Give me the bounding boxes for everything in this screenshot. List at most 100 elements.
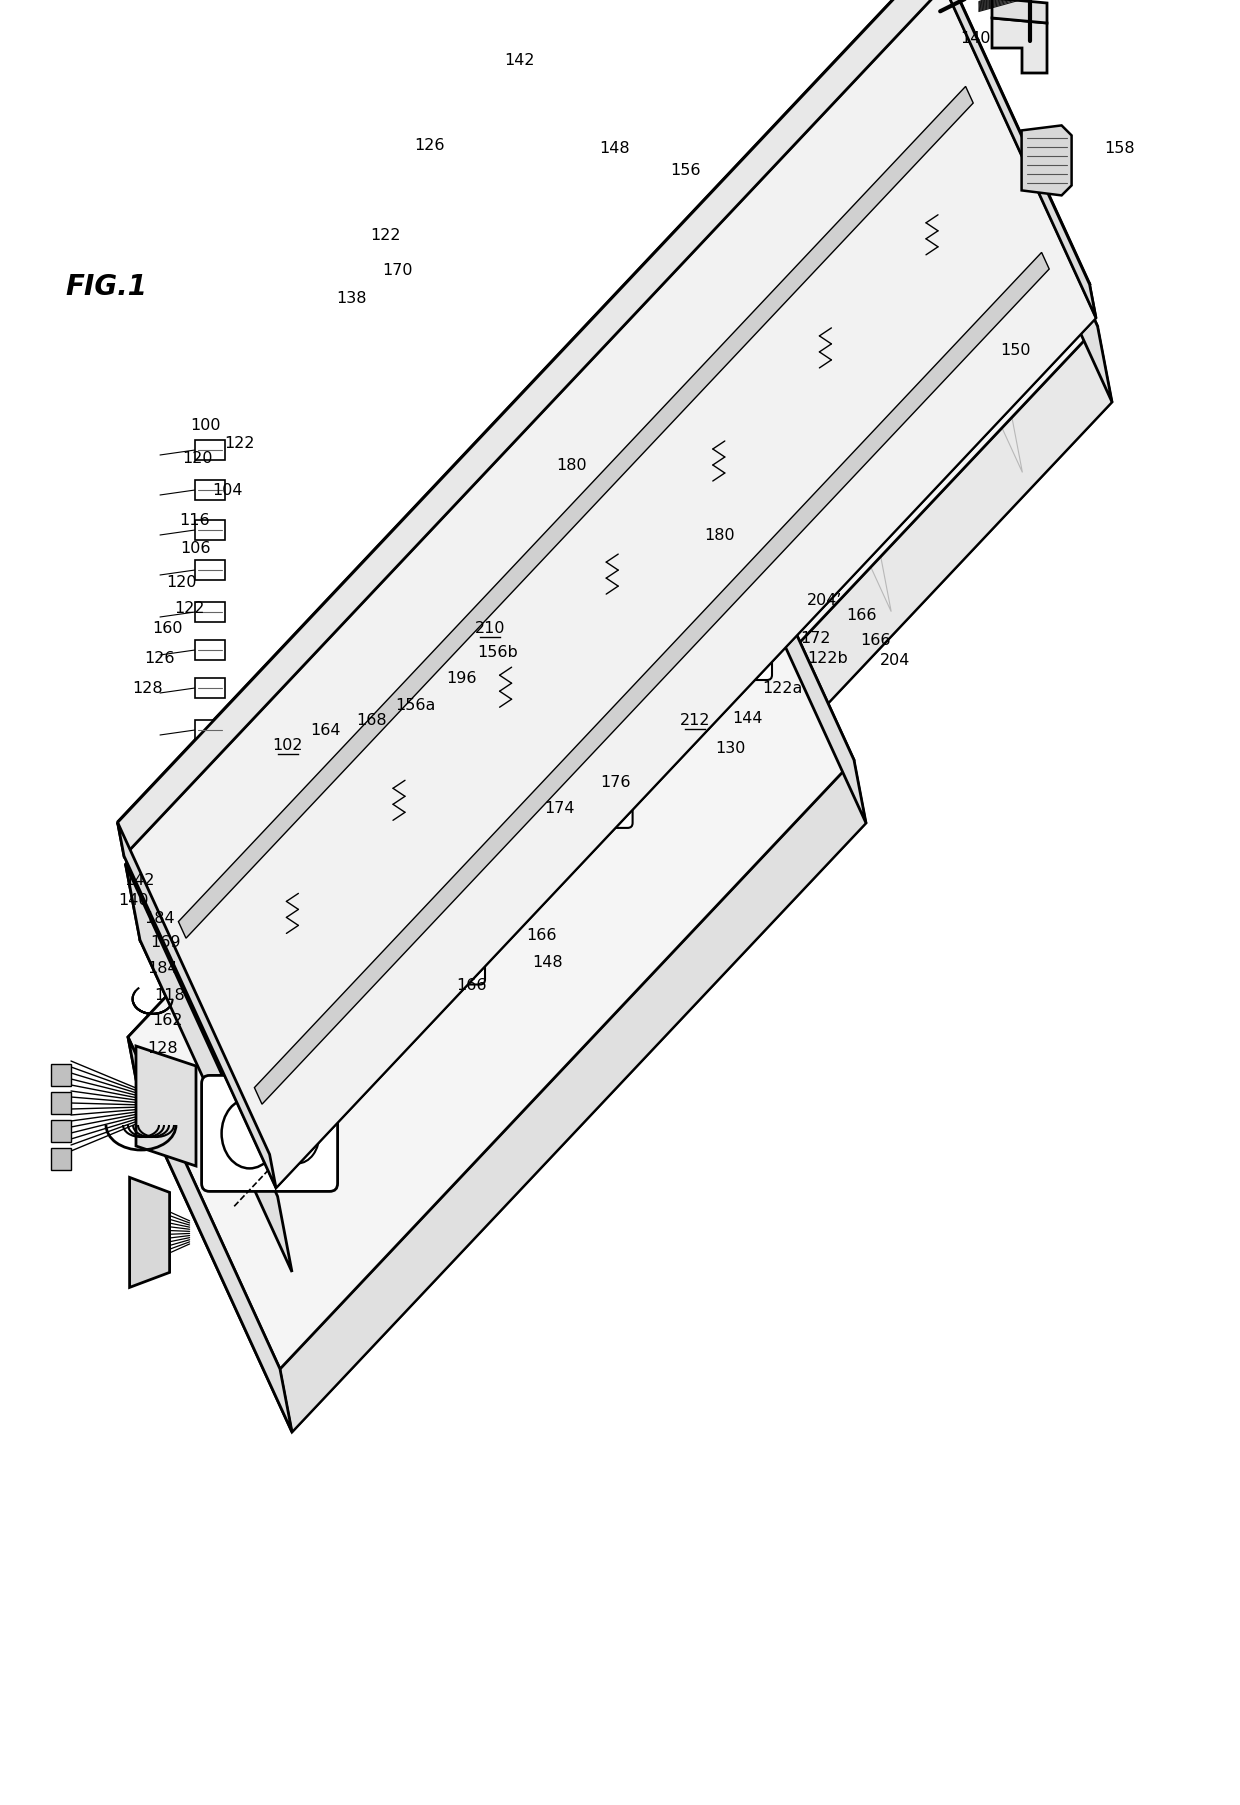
FancyBboxPatch shape — [723, 491, 791, 572]
FancyBboxPatch shape — [371, 865, 439, 948]
Text: 204’: 204’ — [807, 592, 843, 608]
Polygon shape — [593, 393, 744, 769]
Text: 174: 174 — [544, 800, 575, 816]
Polygon shape — [298, 708, 449, 1081]
Polygon shape — [278, 327, 1112, 1273]
FancyBboxPatch shape — [305, 935, 373, 1016]
FancyBboxPatch shape — [702, 596, 773, 680]
Text: 120: 120 — [166, 574, 197, 590]
FancyBboxPatch shape — [430, 711, 498, 792]
Polygon shape — [118, 0, 944, 856]
Text: 140: 140 — [960, 31, 991, 45]
Ellipse shape — [325, 958, 353, 993]
Ellipse shape — [301, 1125, 314, 1132]
Text: 164: 164 — [310, 722, 340, 738]
Text: 106: 106 — [180, 540, 211, 556]
Polygon shape — [128, 1038, 291, 1431]
Text: 184: 184 — [145, 910, 175, 926]
Polygon shape — [136, 1047, 196, 1166]
Polygon shape — [198, 375, 708, 935]
Text: 148: 148 — [600, 141, 630, 155]
FancyBboxPatch shape — [496, 641, 564, 724]
Polygon shape — [128, 428, 714, 1099]
Polygon shape — [872, 97, 1023, 473]
Ellipse shape — [516, 664, 543, 700]
Ellipse shape — [604, 662, 632, 697]
Text: 142: 142 — [505, 52, 536, 67]
Polygon shape — [702, 428, 866, 823]
Text: 118: 118 — [155, 987, 185, 1002]
Polygon shape — [236, 188, 988, 1004]
FancyBboxPatch shape — [569, 563, 637, 644]
FancyBboxPatch shape — [775, 345, 842, 428]
FancyBboxPatch shape — [510, 717, 578, 800]
Text: 148: 148 — [533, 955, 563, 969]
FancyBboxPatch shape — [635, 493, 703, 576]
Ellipse shape — [391, 888, 419, 924]
Polygon shape — [946, 0, 1112, 403]
Bar — [195, 603, 224, 623]
Ellipse shape — [910, 60, 923, 67]
Text: 196: 196 — [446, 670, 477, 686]
Text: 170: 170 — [383, 262, 413, 278]
Polygon shape — [125, 0, 960, 940]
Ellipse shape — [289, 1081, 316, 1115]
FancyBboxPatch shape — [709, 415, 776, 496]
Text: 172: 172 — [800, 630, 831, 646]
Ellipse shape — [376, 812, 404, 848]
Text: 120: 120 — [182, 451, 212, 466]
Polygon shape — [124, 0, 1096, 1188]
Text: 162: 162 — [151, 1013, 182, 1027]
Text: 160: 160 — [153, 621, 184, 635]
Text: 158: 158 — [1105, 141, 1136, 155]
Text: 156a: 156a — [394, 697, 435, 713]
Bar — [195, 440, 224, 460]
FancyBboxPatch shape — [650, 569, 718, 652]
Bar — [51, 1063, 71, 1087]
Polygon shape — [130, 1177, 170, 1287]
Text: 166: 166 — [859, 632, 890, 648]
Polygon shape — [254, 253, 1049, 1105]
Ellipse shape — [275, 1103, 320, 1164]
Text: 156b: 156b — [477, 644, 518, 659]
Polygon shape — [992, 0, 1047, 23]
Text: 184: 184 — [148, 960, 179, 975]
Polygon shape — [992, 18, 1047, 72]
Polygon shape — [140, 491, 866, 1431]
Polygon shape — [125, 0, 1097, 1197]
Ellipse shape — [310, 883, 339, 917]
Bar — [195, 520, 224, 540]
Ellipse shape — [883, 366, 910, 401]
Text: 180: 180 — [704, 527, 735, 543]
Text: 140: 140 — [118, 892, 149, 908]
Ellipse shape — [222, 1099, 278, 1168]
Ellipse shape — [729, 439, 756, 473]
Bar — [195, 720, 224, 740]
Text: 138: 138 — [337, 291, 367, 305]
Polygon shape — [125, 865, 291, 1273]
Ellipse shape — [465, 810, 492, 845]
Text: 122: 122 — [224, 435, 255, 451]
Text: 210: 210 — [475, 621, 505, 635]
Text: 144: 144 — [733, 711, 764, 726]
Polygon shape — [280, 760, 866, 1431]
Bar — [195, 641, 224, 661]
Bar — [195, 679, 224, 699]
Text: 102: 102 — [273, 738, 304, 753]
Text: 104: 104 — [213, 482, 243, 498]
Polygon shape — [179, 87, 973, 939]
Text: 128: 128 — [133, 680, 164, 695]
Text: 122b: 122b — [807, 650, 848, 666]
Ellipse shape — [450, 735, 477, 769]
Text: 212: 212 — [680, 713, 711, 727]
FancyBboxPatch shape — [415, 899, 485, 984]
Polygon shape — [309, 319, 1017, 1092]
Polygon shape — [128, 428, 854, 1368]
Polygon shape — [246, 242, 998, 1058]
Ellipse shape — [1039, 341, 1052, 348]
FancyBboxPatch shape — [914, 199, 982, 280]
Bar — [51, 1092, 71, 1114]
Bar — [195, 560, 224, 579]
FancyBboxPatch shape — [789, 421, 857, 504]
Text: 180: 180 — [557, 457, 588, 473]
